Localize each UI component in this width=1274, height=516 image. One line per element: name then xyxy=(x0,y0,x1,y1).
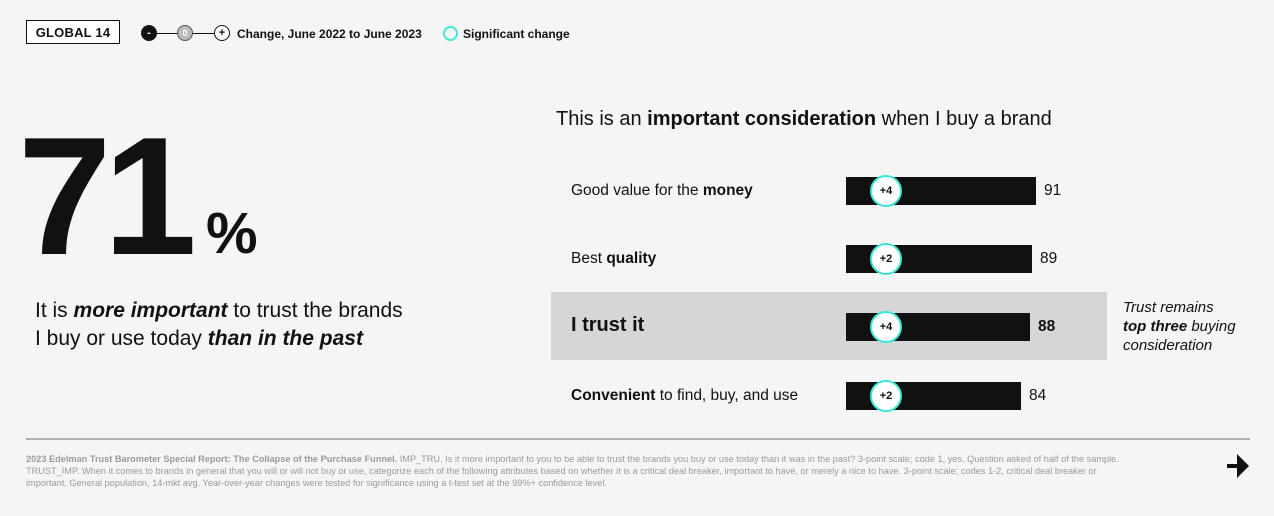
plus-icon: + xyxy=(214,25,230,41)
row-label-quality: Best quality xyxy=(571,249,656,269)
row-label-money: Good value for the money xyxy=(571,181,753,201)
row-label-part: quality xyxy=(606,250,657,267)
row-label-part: Convenient xyxy=(571,387,656,404)
significant-change-icon xyxy=(443,26,458,41)
statement-text: to trust the brands xyxy=(227,299,403,322)
change-badge-money: +4 xyxy=(870,175,902,207)
side-note-text: buying consideration xyxy=(1123,318,1236,354)
footer-divider xyxy=(26,438,1250,440)
headline-percent: % xyxy=(206,201,258,266)
row-label-part: Good value for the xyxy=(571,182,703,199)
statement-text: I buy or use today xyxy=(35,327,208,350)
footnote-source: 2023 Edelman Trust Barometer Special Rep… xyxy=(26,454,398,464)
side-note: Trust remains top three buying considera… xyxy=(1123,298,1263,355)
row-label-part: money xyxy=(702,182,753,199)
value-label-trust: 88 xyxy=(1038,318,1056,335)
minus-icon: - xyxy=(141,25,157,41)
change-badge-convenient: +2 xyxy=(870,380,902,412)
side-note-text: Trust remains xyxy=(1123,299,1214,316)
change-scale-legend: - 0 + xyxy=(141,24,231,42)
row-label-part: Best xyxy=(571,250,607,267)
row-label-part: I trust it xyxy=(571,314,645,336)
chart-title-emphasis: important consideration xyxy=(647,108,877,130)
change-badge-trust: +4 xyxy=(870,311,902,343)
statement-text: It is xyxy=(35,299,74,322)
chart-title-text: This is an xyxy=(556,108,648,130)
statement-emphasis: than in the past xyxy=(207,327,363,350)
row-label-convenient: Convenient to find, buy, and use xyxy=(571,386,798,406)
change-badge-quality: +2 xyxy=(870,243,902,275)
value-label-convenient: 84 xyxy=(1029,387,1047,404)
row-label-part: to find, buy, and use xyxy=(655,387,799,404)
headline-number: 71 xyxy=(18,102,197,290)
value-label-quality: 89 xyxy=(1040,250,1058,267)
chart-title: This is an important consideration when … xyxy=(556,108,1052,131)
headline-statement: It is more important to trust the brands… xyxy=(35,297,475,353)
chart-title-text: when I buy a brand xyxy=(876,108,1052,130)
region-badge: GLOBAL 14 xyxy=(26,20,120,44)
footnote-text: IMP_TRU. Is it more important to you to … xyxy=(26,454,1119,488)
zero-icon: 0 xyxy=(177,25,193,41)
change-legend-label: Change, June 2022 to June 2023 xyxy=(237,27,422,41)
statement-emphasis: more important xyxy=(73,299,228,322)
side-note-emphasis: top three xyxy=(1123,318,1188,335)
value-label-money: 91 xyxy=(1044,182,1062,199)
significant-change-label: Significant change xyxy=(463,27,570,41)
row-label-trust: I trust it xyxy=(571,315,644,335)
arrow-down-right-icon[interactable] xyxy=(1225,452,1251,478)
footnote: 2023 Edelman Trust Barometer Special Rep… xyxy=(26,453,1121,489)
